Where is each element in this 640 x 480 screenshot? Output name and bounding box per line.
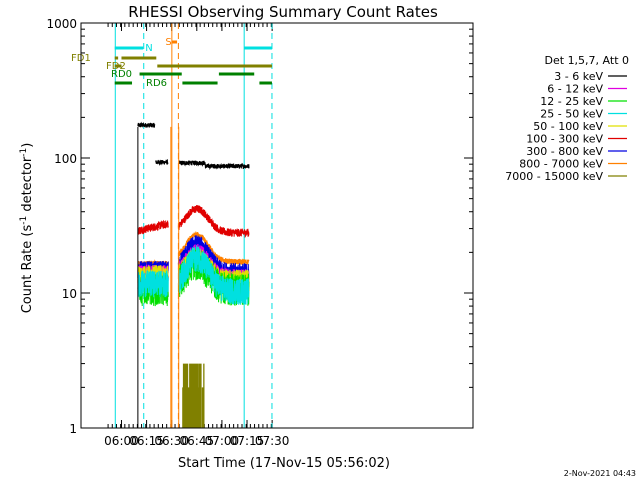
series-red [137, 205, 250, 238]
y-tick-label: 10 [62, 287, 77, 301]
saa-flag-label: S [165, 37, 171, 48]
x-tick-label: 07:00 [205, 434, 240, 448]
timestamp: 2-Nov-2021 04:43 [564, 469, 636, 478]
legend-label: 300 - 800 keV [526, 145, 603, 158]
legend-label: 25 - 50 keV [540, 108, 603, 121]
y-tick-label: 100 [54, 152, 77, 166]
y-axis-label: Count Rate (s-1 detector-1) [19, 143, 35, 314]
night-flag-label: N [145, 43, 152, 54]
legend-label: 12 - 25 keV [540, 95, 603, 108]
legend-label: 7000 - 15000 keV [505, 170, 603, 183]
plot-frame [80, 22, 474, 429]
rd6-flag-label: RD6 [146, 78, 167, 89]
fd2-flag-label: FD2 [106, 61, 126, 72]
x-tick-label: 07:15 [230, 434, 265, 448]
x-axis-label: Start Time (17-Nov-15 05:56:02) [178, 456, 390, 471]
legend-label: 50 - 100 keV [533, 120, 603, 133]
x-tick-label: 06:30 [154, 434, 189, 448]
rd0-flag-label: RD0 [111, 69, 132, 80]
legend-label: 3 - 6 keV [554, 70, 603, 83]
legend-title: Det 1,5,7, Att 0 [545, 54, 629, 67]
x-tick-label: 06:45 [180, 434, 215, 448]
x-tick-label: 07:30 [255, 434, 290, 448]
x-tick-label: 06:15 [129, 434, 164, 448]
x-tick-label: 06:00 [104, 434, 139, 448]
legend-label: 100 - 300 keV [526, 133, 603, 146]
legend-label: 800 - 7000 keV [519, 158, 603, 171]
y-tick-label: 1 [69, 422, 77, 436]
series-olive [182, 363, 205, 428]
series-black [137, 121, 250, 171]
legend-label: 6 - 12 keV [547, 83, 603, 96]
series-cyan [137, 245, 250, 305]
y-tick-label: 1000 [46, 17, 77, 31]
chart-title: RHESSI Observing Summary Count Rates [128, 3, 438, 21]
